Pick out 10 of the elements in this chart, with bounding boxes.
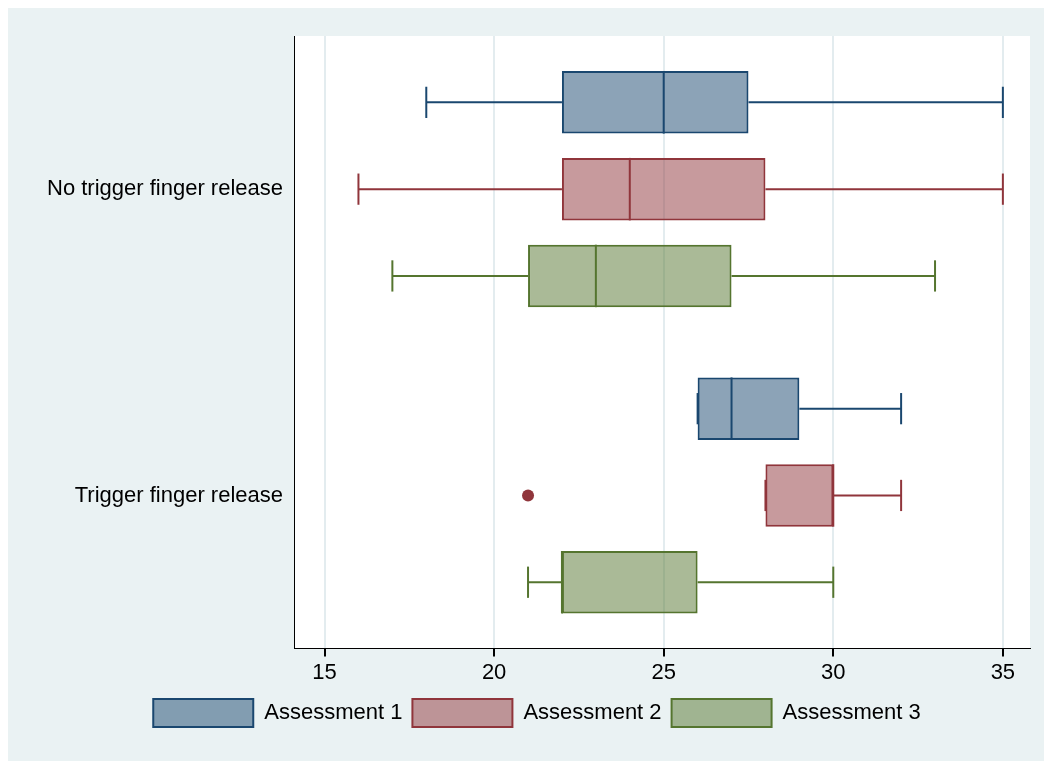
y-tick-label: Trigger finger release bbox=[74, 481, 284, 507]
legend-label: Assessment 2 bbox=[523, 699, 662, 725]
legend-label: Assessment 3 bbox=[782, 699, 921, 725]
x-tick-label: 35 bbox=[990, 658, 1016, 684]
x-tick-label: 15 bbox=[312, 658, 337, 684]
x-tick-label: 30 bbox=[821, 658, 846, 684]
x-tick-label: 20 bbox=[481, 658, 507, 684]
y-tick-label: No trigger finger release bbox=[46, 175, 284, 201]
x-tick-label: 25 bbox=[651, 658, 676, 684]
legend-label: Assessment 1 bbox=[264, 699, 403, 725]
